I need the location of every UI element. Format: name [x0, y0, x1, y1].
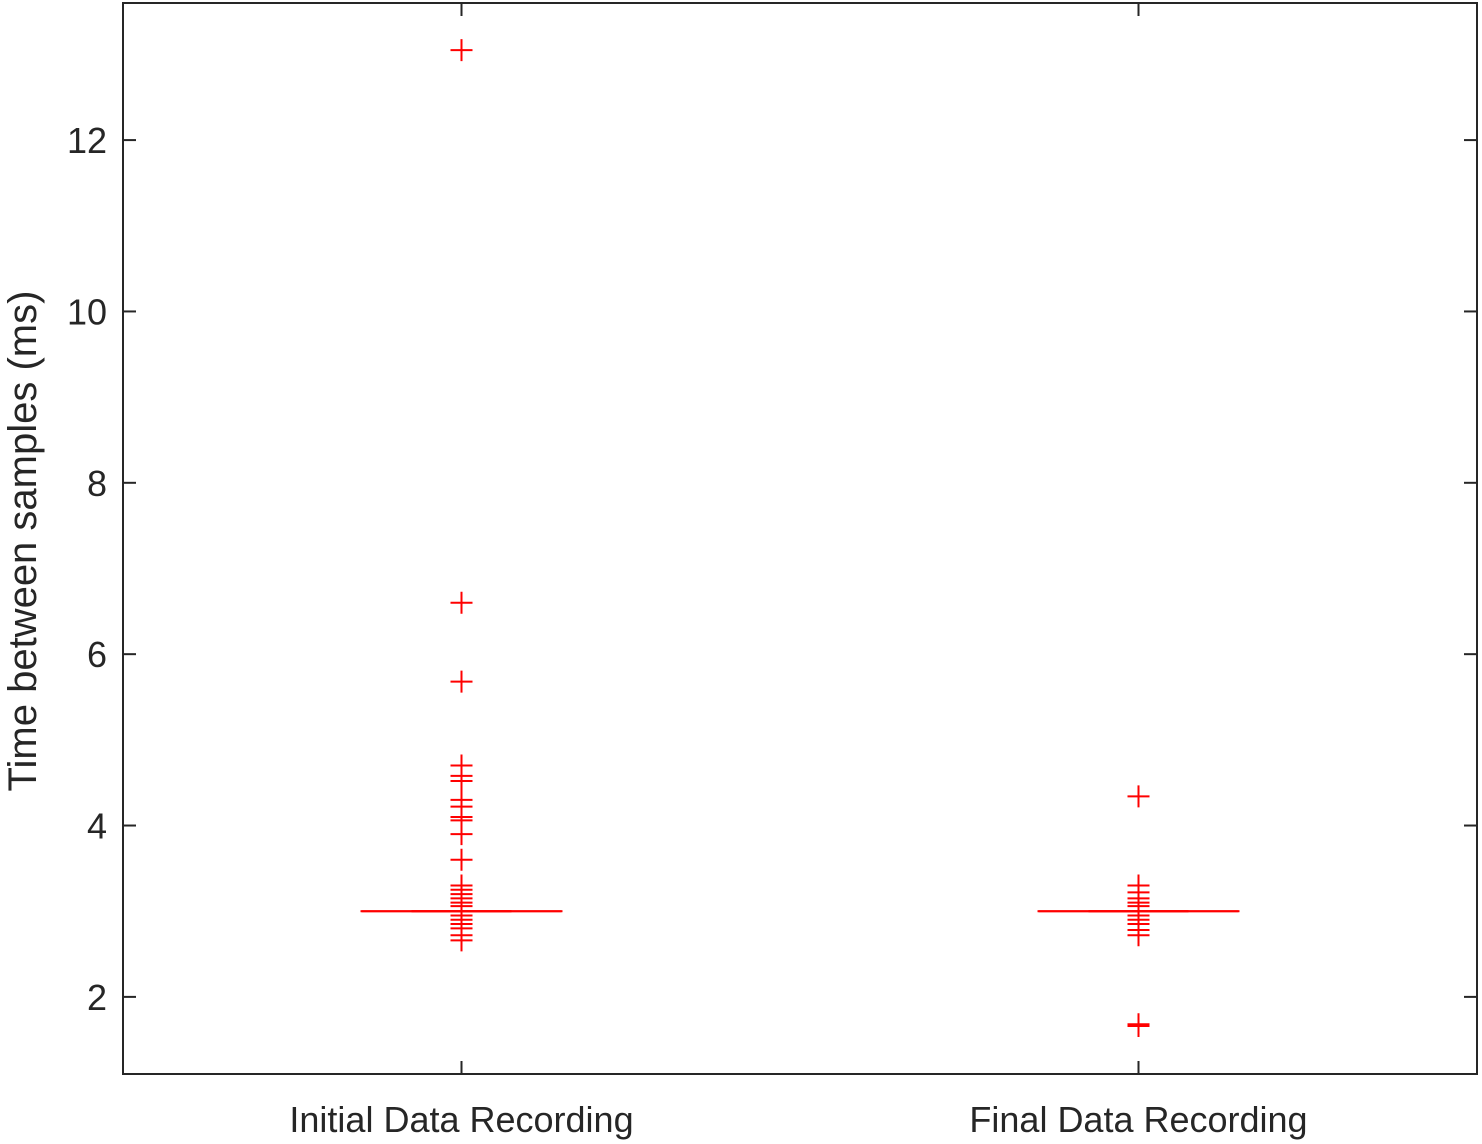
outlier-point	[450, 39, 473, 62]
outlier-point	[450, 929, 473, 952]
outlier-point	[450, 769, 473, 792]
outlier-point	[450, 670, 473, 693]
outlier-point	[450, 848, 473, 871]
y-tick-label: 4	[87, 806, 107, 847]
y-tick-label: 8	[87, 463, 107, 504]
outlier-point	[1127, 785, 1150, 808]
outlier-point	[1127, 1015, 1150, 1038]
box-plots	[360, 39, 1240, 1038]
x-tick-label: Final Data Recording	[969, 1099, 1307, 1140]
y-tick-label: 12	[67, 120, 107, 161]
outlier-point	[450, 823, 473, 846]
y-axis-label: Time between samples (ms)	[1, 291, 45, 792]
outlier-point	[1127, 924, 1150, 947]
y-axis-ticks: 2 4 6 8 10 12	[67, 120, 1477, 1018]
x-tick-label: Initial Data Recording	[289, 1099, 633, 1140]
outlier-point	[450, 591, 473, 614]
box-plot	[1037, 785, 1240, 1038]
y-tick-label: 6	[87, 634, 107, 675]
y-tick-label: 10	[67, 291, 107, 332]
y-tick-label: 2	[87, 977, 107, 1018]
box-plot	[360, 39, 563, 952]
plot-area	[122, 2, 1478, 1075]
x-axis-ticks: Initial Data Recording Final Data Recordi…	[289, 3, 1308, 1140]
